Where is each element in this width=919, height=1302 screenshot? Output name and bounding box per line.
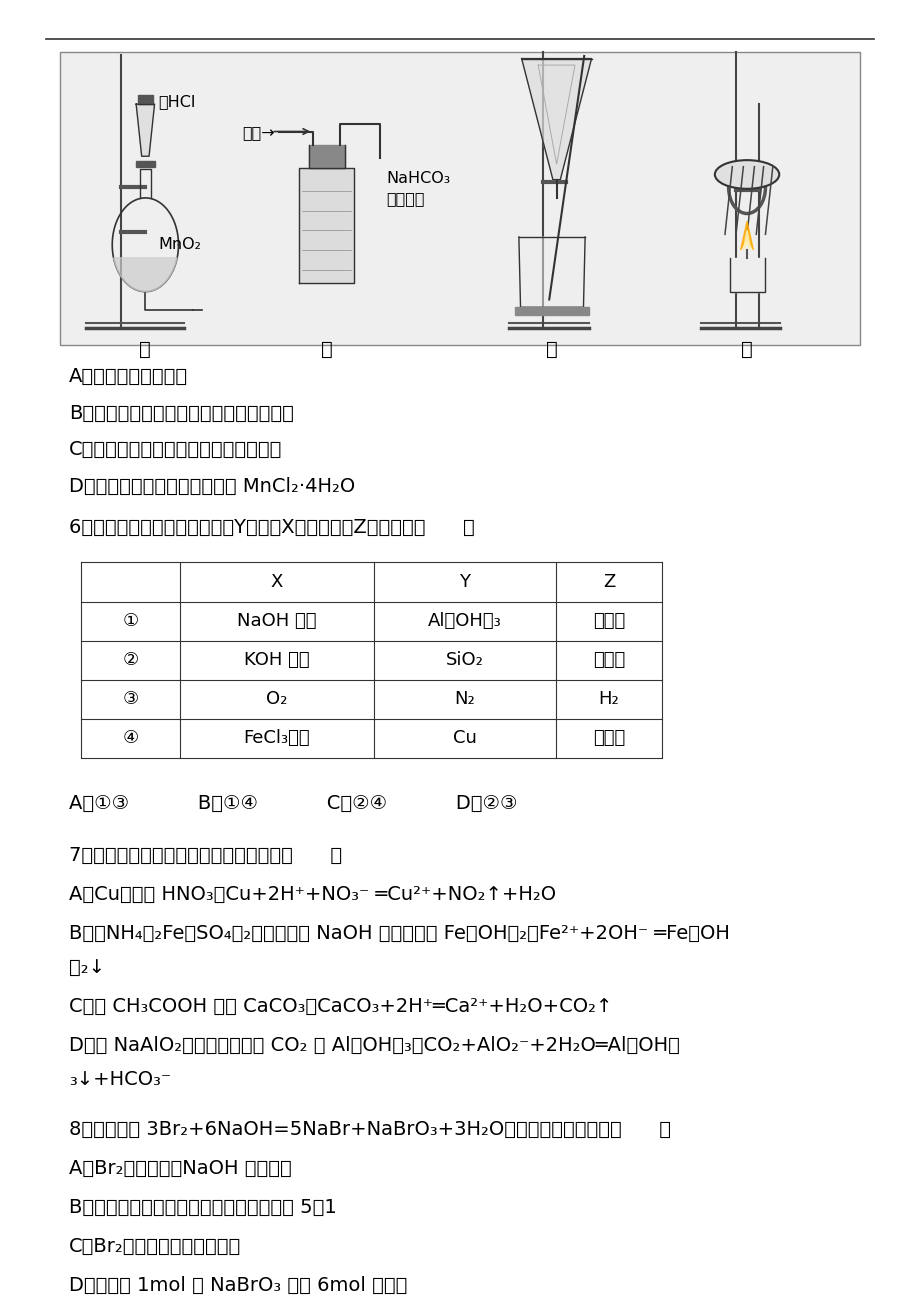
Text: ④: ④ — [122, 729, 139, 747]
Polygon shape — [740, 221, 753, 250]
Polygon shape — [136, 161, 154, 167]
Polygon shape — [308, 145, 345, 168]
Polygon shape — [515, 307, 588, 315]
Text: A．Cu溶于稀 HNO₃：Cu+2H⁺+NO₃⁻ ═Cu²⁺+NO₂↑+H₂O: A．Cu溶于稀 HNO₃：Cu+2H⁺+NO₃⁻ ═Cu²⁺+NO₂↑+H₂O — [69, 885, 555, 905]
Text: D．用装置丁蒸干氯化锰溶液制 MnCl₂·4H₂O: D．用装置丁蒸干氯化锰溶液制 MnCl₂·4H₂O — [69, 477, 355, 496]
Polygon shape — [518, 237, 584, 307]
Text: 浓硫酸: 浓硫酸 — [592, 729, 625, 747]
Text: MnO₂: MnO₂ — [158, 237, 201, 253]
Text: D．向 NaAlO₂溶液中通入过量 CO₂ 制 Al（OH）₃：CO₂+AlO₂⁻+2H₂O═Al（OH）: D．向 NaAlO₂溶液中通入过量 CO₂ 制 Al（OH）₃：CO₂+AlO₂… — [69, 1036, 679, 1056]
Text: 浓盐酸: 浓盐酸 — [592, 651, 625, 669]
Text: ③: ③ — [122, 690, 139, 708]
Text: 乙: 乙 — [321, 340, 332, 359]
Text: H₂: H₂ — [598, 690, 618, 708]
Polygon shape — [743, 230, 750, 250]
Text: 丁: 丁 — [741, 340, 752, 359]
Text: 丙: 丙 — [546, 340, 557, 359]
Text: 甲: 甲 — [140, 340, 151, 359]
Text: A．①③           B．①④           C．②④           D．②③: A．①③ B．①④ C．②④ D．②③ — [69, 794, 517, 814]
Text: KOH 溶液: KOH 溶液 — [244, 651, 310, 669]
Text: C．用 CH₃COOH 溶解 CaCO₃：CaCO₃+2H⁺═Ca²⁺+H₂O+CO₂↑: C．用 CH₃COOH 溶解 CaCO₃：CaCO₃+2H⁺═Ca²⁺+H₂O+… — [69, 997, 612, 1017]
Text: 饱和溶液: 饱和溶液 — [386, 191, 425, 207]
Polygon shape — [729, 258, 764, 292]
Text: Y: Y — [459, 573, 470, 591]
Text: FeCl₃溶液: FeCl₃溶液 — [244, 729, 310, 747]
Text: B．氧化产物与还原产物的物质的量的比为 5：1: B．氧化产物与还原产物的物质的量的比为 5：1 — [69, 1198, 336, 1217]
Text: A．用装置甲制取氯气: A．用装置甲制取氯气 — [69, 367, 187, 387]
Polygon shape — [136, 104, 154, 156]
Text: O₂: O₂ — [266, 690, 288, 708]
Text: D．每生成 1mol 的 NaBrO₃ 转移 6mol 的电子: D．每生成 1mol 的 NaBrO₃ 转移 6mol 的电子 — [69, 1276, 407, 1295]
Text: ①: ① — [122, 612, 139, 630]
Polygon shape — [299, 168, 354, 283]
Text: NaHCO₃: NaHCO₃ — [386, 171, 450, 186]
Text: SiO₂: SiO₂ — [445, 651, 483, 669]
Text: Al（OH）₃: Al（OH）₃ — [427, 612, 501, 630]
Text: B．（NH₄）₂Fe（SO₄）₂溶液与过量 NaOH 溶液反应制 Fe（OH）₂：Fe²⁺+2OH⁻ ═Fe（OH: B．（NH₄）₂Fe（SO₄）₂溶液与过量 NaOH 溶液反应制 Fe（OH）₂… — [69, 924, 729, 944]
Text: ）₂↓: ）₂↓ — [69, 958, 105, 978]
Text: C．用装置丙分离二氧化锰和氯化锰溶液: C．用装置丙分离二氧化锰和氯化锰溶液 — [69, 440, 282, 460]
Text: A．Br₂是氧化剂，NaOH 是还原剂: A．Br₂是氧化剂，NaOH 是还原剂 — [69, 1159, 291, 1178]
Text: X: X — [270, 573, 283, 591]
Text: 浓HCl: 浓HCl — [158, 94, 196, 109]
Text: 8．对于反应 3Br₂+6NaOH=5NaBr+NaBrO₃+3H₂O，以下叙述正确的是（      ）: 8．对于反应 3Br₂+6NaOH=5NaBr+NaBrO₃+3H₂O，以下叙述… — [69, 1120, 670, 1139]
Text: Z: Z — [602, 573, 615, 591]
Text: N₂: N₂ — [454, 690, 474, 708]
Text: C．Br₂既是氧化剂又是还原剂: C．Br₂既是氧化剂又是还原剂 — [69, 1237, 241, 1256]
Ellipse shape — [714, 160, 778, 189]
Polygon shape — [138, 95, 153, 104]
Bar — [60, 52, 859, 345]
Text: 气体→: 气体→ — [242, 125, 274, 141]
Polygon shape — [114, 258, 176, 292]
Polygon shape — [521, 59, 591, 180]
Text: 6．常温下，下列各组物质中，Y既能与X反应又能与Z反应的是（      ）: 6．常温下，下列各组物质中，Y既能与X反应又能与Z反应的是（ ） — [69, 518, 474, 538]
Text: 练硫酸: 练硫酸 — [592, 612, 625, 630]
Text: NaOH 溶液: NaOH 溶液 — [237, 612, 316, 630]
Text: 7．下列指定反应的离子方程式正确的是（      ）: 7．下列指定反应的离子方程式正确的是（ ） — [69, 846, 342, 866]
Text: Cu: Cu — [452, 729, 476, 747]
Text: B．用装置乙除去氯气中混有的少量氯化氢: B．用装置乙除去氯气中混有的少量氯化氢 — [69, 404, 293, 423]
Text: ②: ② — [122, 651, 139, 669]
Text: ₃↓+HCO₃⁻: ₃↓+HCO₃⁻ — [69, 1070, 171, 1090]
